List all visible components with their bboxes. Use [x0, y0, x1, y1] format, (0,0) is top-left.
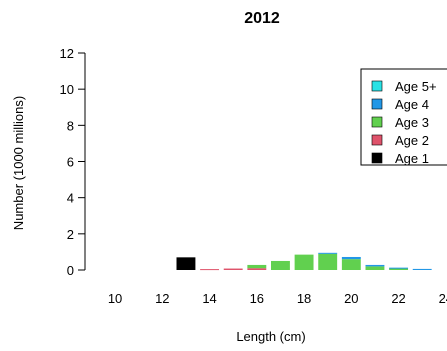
bar-age-4	[365, 264, 385, 267]
x-axis-label: Length (cm)	[236, 329, 305, 344]
legend-swatch	[371, 134, 383, 146]
bar-age-4	[389, 267, 409, 269]
bar-age-3	[389, 268, 409, 270]
bar-age-2	[247, 268, 267, 270]
legend-swatch	[371, 116, 383, 128]
bar-age-2	[223, 268, 243, 270]
y-axis: 0 2 4 6 8 10 12	[60, 46, 86, 278]
y-tick-label: 0	[67, 263, 74, 278]
bar-age-4	[318, 252, 338, 254]
legend-label: Age 5+	[395, 79, 437, 94]
legend-label: Age 3	[395, 115, 429, 130]
legend-label: Age 2	[395, 133, 429, 148]
legend-label: Age 4	[395, 97, 429, 112]
bar-age-3	[271, 260, 290, 270]
bar-age-3	[365, 266, 385, 270]
y-tick-label: 8	[67, 118, 74, 133]
bar-age-1	[176, 257, 196, 270]
legend-label: Age 1	[395, 151, 429, 166]
bar-age-3	[318, 253, 338, 270]
x-tick-label: 20	[344, 291, 358, 306]
y-axis-label: Number (1000 millions)	[11, 96, 26, 230]
bars	[176, 252, 432, 271]
bar-age-3	[247, 264, 267, 269]
x-axis: 10 12 14 16 18 20 22 24	[108, 291, 447, 306]
x-tick-label: 24	[439, 291, 447, 306]
y-tick-label: 10	[60, 82, 74, 97]
x-tick-label: 12	[155, 291, 169, 306]
legend-swatch	[371, 80, 383, 92]
y-tick-label: 6	[67, 155, 74, 170]
bar-age-2	[200, 269, 220, 271]
legend-swatch	[371, 98, 383, 110]
y-tick-label: 4	[67, 191, 74, 206]
bar-age-3	[341, 259, 361, 270]
x-tick-label: 10	[108, 291, 122, 306]
y-tick-label: 12	[60, 46, 74, 61]
x-tick-label: 14	[202, 291, 216, 306]
y-tick-label: 2	[67, 227, 74, 242]
bar-age-3	[294, 254, 314, 270]
bar-age-4	[341, 256, 361, 260]
legend: Age 5+ Age 4 Age 3 Age 2 Age 1	[360, 68, 447, 166]
chart-title: 2012	[244, 10, 280, 27]
x-tick-label: 22	[391, 291, 405, 306]
bar-age-4	[412, 268, 432, 270]
x-tick-label: 18	[297, 291, 311, 306]
legend-swatch	[371, 152, 383, 164]
x-tick-label: 16	[250, 291, 264, 306]
